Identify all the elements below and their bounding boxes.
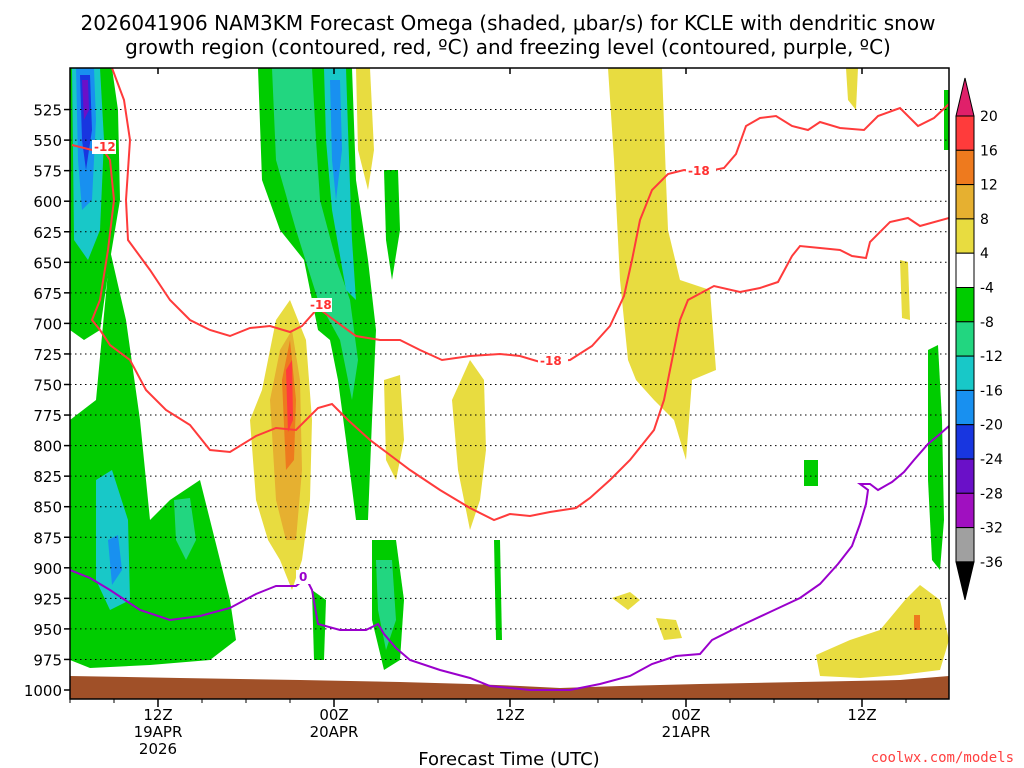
y-tick-label-725: 725 — [33, 346, 62, 364]
y-tick-label-825: 825 — [33, 468, 62, 486]
omega-region-green-small2 — [804, 460, 818, 486]
y-tick-label-750: 750 — [33, 377, 62, 395]
y-tick-label-975: 975 — [33, 651, 62, 669]
x-tick-label-0-2: 2026 — [139, 740, 177, 758]
y-tick-label-675: 675 — [33, 285, 62, 303]
omega-region-yellow-lowright — [816, 585, 949, 678]
y-tick-label-550: 550 — [33, 132, 62, 150]
omega-region-yellow-upright — [846, 68, 858, 110]
colorbar-box-6 — [955, 287, 975, 323]
red-label-4: -18 — [688, 164, 710, 178]
colorbar: 20 16 12 8 4 -4 -8 -12 -16 -20 -24 -28 -32 -36 — [955, 77, 1003, 601]
colorbar-box-5 — [955, 252, 975, 288]
omega-region-yellow-upper — [356, 68, 374, 190]
colorbar-box-13 — [955, 527, 975, 563]
colorbar-box-4 — [955, 218, 975, 254]
colorbar-label-2: 12 — [980, 178, 998, 194]
purple-contour-zero — [70, 425, 949, 691]
colorbar-label-7: -12 — [980, 349, 1003, 365]
omega-region-yellow-right2 — [900, 260, 910, 320]
colorbar-box-2 — [955, 149, 975, 186]
colorbar-label-0: 20 — [980, 109, 998, 125]
contour-labels: -12 -18 -18 -18 0 — [92, 140, 716, 584]
colorbar-box-8 — [955, 355, 975, 391]
x-tick-label-2-0: 12Z — [495, 706, 524, 724]
x-axis-label: Forecast Time (UTC) — [418, 749, 599, 768]
red-label-1: -12 — [94, 140, 116, 154]
x-tick-label-3-1: 21APR — [662, 723, 711, 741]
colorbar-label-3: 8 — [980, 212, 989, 228]
omega-region-purple-left — [82, 80, 89, 120]
colorbar-top-arrow — [955, 77, 975, 117]
omega-region-green-right — [928, 345, 944, 570]
x-tick-label-0-1: 19APR — [134, 723, 183, 741]
y-tick-label-775: 775 — [33, 407, 62, 425]
colorbar-box-1 — [955, 115, 975, 151]
omega-region-green-mid3 — [384, 170, 400, 280]
colorbar-label-5: -4 — [980, 281, 994, 297]
omega-region-yellow-dot2 — [656, 618, 682, 640]
y-tick-label-575: 575 — [33, 163, 62, 181]
omega-region-teal-lowleft2 — [174, 498, 196, 560]
colorbar-label-6: -8 — [980, 315, 994, 331]
y-tick-label-950: 950 — [33, 621, 62, 639]
omega-region-orange-lowright — [914, 615, 920, 630]
y-tick-label-525: 525 — [33, 102, 62, 120]
colorbar-box-7 — [955, 321, 975, 357]
purple-contours — [70, 425, 949, 691]
y-tick-label-850: 850 — [33, 499, 62, 517]
colorbar-box-12 — [955, 492, 975, 529]
omega-region-yellow-c — [452, 360, 486, 530]
colorbar-label-11: -28 — [980, 486, 1003, 502]
omega-region-teal-mid2 — [376, 560, 396, 650]
omega-region-blue-lowleft — [108, 535, 122, 585]
y-tick-label-900: 900 — [33, 560, 62, 578]
chart-title-line2: growth region (contoured, red, ºC) and f… — [125, 35, 891, 59]
omega-region-green-small — [494, 540, 502, 640]
omega-region-red-center — [286, 360, 293, 432]
chart-title-line1: 2026041906 NAM3KM Forecast Omega (shaded… — [81, 11, 936, 35]
y-tick-label-700: 700 — [33, 315, 62, 333]
x-tick-label-0-0: 12Z — [143, 706, 172, 724]
colorbar-box-9 — [955, 389, 975, 426]
red-label-2: -18 — [310, 298, 332, 312]
y-axis: 525 550 575 600 625 650 675 700 725 750 775 800 825 8… — [24, 102, 70, 700]
colorbar-label-9: -20 — [980, 418, 1003, 434]
x-tick-label-4-0: 12Z — [847, 706, 876, 724]
colorbar-label-10: -24 — [980, 452, 1003, 468]
red-contour-minus12 — [71, 144, 949, 522]
y-tick-label-925: 925 — [33, 590, 62, 608]
y-tick-label-1000: 1000 — [24, 682, 62, 700]
credit-text: coolwx.com/models — [871, 750, 1014, 766]
omega-shading — [70, 68, 949, 678]
colorbar-label-12: -32 — [980, 521, 1003, 537]
plot-area: -12 -18 -18 -18 0 — [70, 68, 949, 699]
y-tick-label-875: 875 — [33, 529, 62, 547]
x-tick-label-1-0: 00Z — [319, 706, 348, 724]
omega-region-yellow-dot1 — [612, 592, 640, 610]
purple-label-1: 0 — [299, 570, 307, 584]
colorbar-label-13: -36 — [980, 555, 1003, 571]
colorbar-box-3 — [955, 184, 975, 220]
y-tick-label-650: 650 — [33, 254, 62, 272]
colorbar-label-8: -16 — [980, 383, 1003, 399]
y-tick-label-800: 800 — [33, 438, 62, 456]
colorbar-label-1: 16 — [980, 143, 998, 159]
y-tick-label-625: 625 — [33, 224, 62, 242]
omega-region-yellow-right — [608, 68, 716, 460]
colorbar-bottom-arrow — [955, 561, 975, 601]
y-tick-label-600: 600 — [33, 193, 62, 211]
colorbar-label-4: 4 — [980, 246, 989, 262]
x-tick-label-3-0: 00Z — [671, 706, 700, 724]
omega-region-teal-mid — [272, 68, 358, 400]
x-tick-label-1-1: 20APR — [310, 723, 359, 741]
colorbar-box-11 — [955, 458, 975, 494]
red-label-3: -18 — [540, 354, 562, 368]
colorbar-box-10 — [955, 424, 975, 460]
